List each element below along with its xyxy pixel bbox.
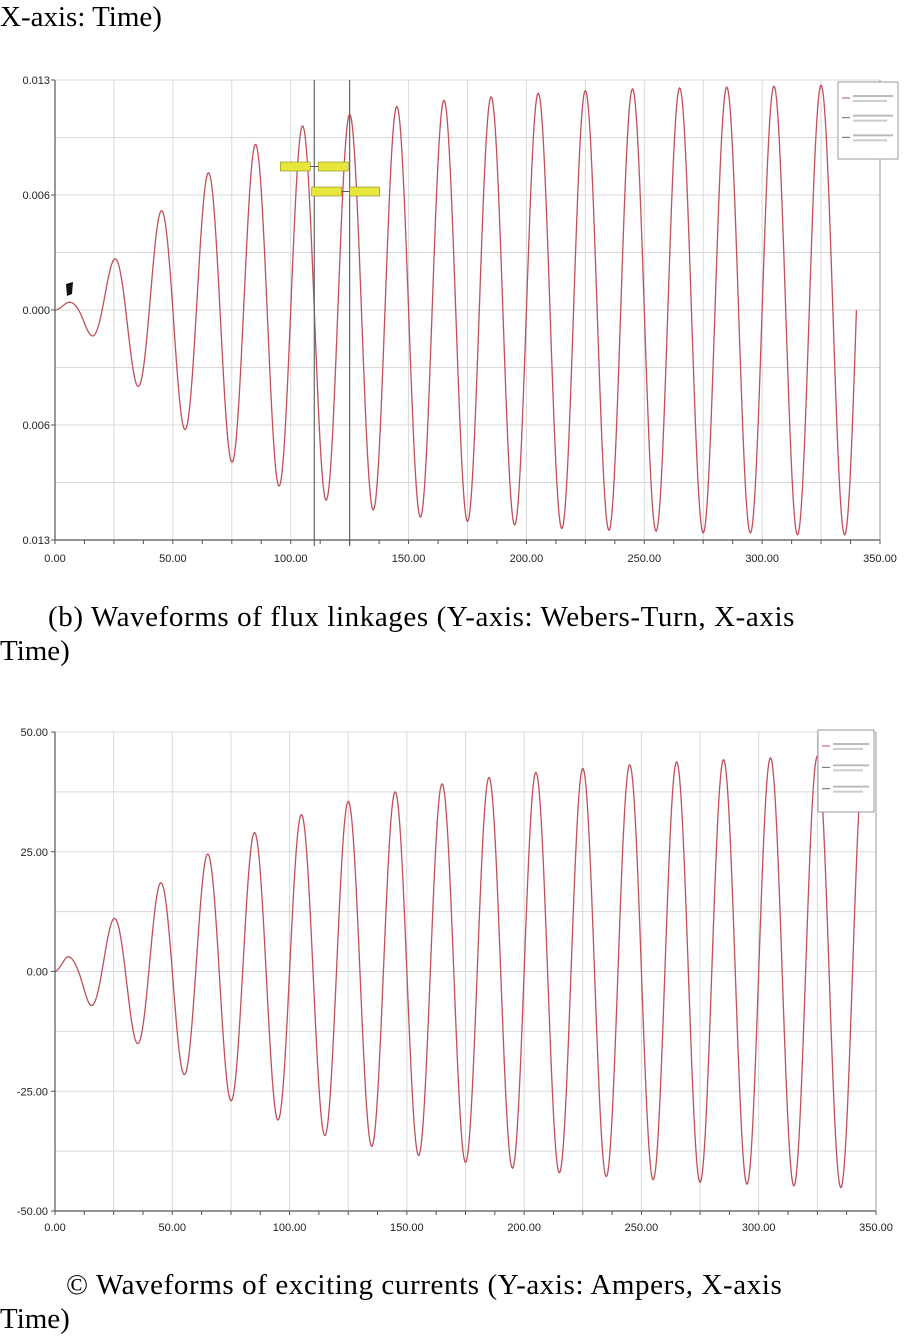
y-tick-label: 50.00 <box>20 727 48 739</box>
legend-text-placeholder <box>853 100 887 102</box>
legend-text-placeholder <box>853 134 893 137</box>
x-tick-label: 250.00 <box>625 1222 659 1234</box>
figure-c-caption-continued: Time) <box>0 1303 70 1335</box>
x-tick-label: 150.00 <box>392 553 426 565</box>
figure-c-caption: © Waveforms of exciting currents (Y-axis… <box>66 1269 783 1301</box>
cursor-value-tag <box>349 186 380 197</box>
x-tick-label: 350.00 <box>859 1222 893 1234</box>
figure-b-caption-continued: Time) <box>0 635 70 667</box>
axes <box>51 731 877 1215</box>
legend-text-placeholder <box>853 95 893 97</box>
legend-text-placeholder <box>833 748 863 750</box>
y-tick-label: 25.00 <box>20 847 48 859</box>
y-tick-label: 0.00 <box>27 967 48 979</box>
legend-text-placeholder <box>853 139 887 142</box>
x-tick-label: 100.00 <box>274 553 308 565</box>
start-marker <box>66 282 73 296</box>
y-tick-label: 0.006 <box>22 420 50 432</box>
legend-text-placeholder <box>833 785 869 788</box>
x-tick-label: 200.00 <box>507 1222 541 1234</box>
x-tick-label: 300.00 <box>742 1222 776 1234</box>
legend-text-placeholder <box>833 790 863 793</box>
y-tick-label: 0.006 <box>22 190 50 202</box>
legend-text-placeholder <box>853 119 887 122</box>
series-line-1 <box>54 754 865 1189</box>
series-group <box>54 84 858 536</box>
y-tick-label: 0.013 <box>22 535 50 547</box>
grid <box>54 731 877 1212</box>
caption-previous-fragment: X-axis: Time) <box>0 1 162 33</box>
x-tick-label: 350.00 <box>863 553 897 565</box>
x-tick-label: 100.00 <box>273 1222 307 1234</box>
tick-labels: 0.00 50.00 100.00 150.00 200.00 250.00 300.00 3… <box>22 75 896 565</box>
figure-b-caption: (b) Waveforms of flux linkages (Y-axis: … <box>48 601 796 633</box>
exciting-current-chart: 0.00 50.00 100.00 150.00 200.00 250.00 300.00 3… <box>17 727 893 1234</box>
legend[interactable] <box>817 729 875 813</box>
legend[interactable] <box>837 81 899 160</box>
x-tick-label: 50.00 <box>159 553 187 565</box>
plot-extras <box>66 161 380 296</box>
cursor-value-tag <box>317 161 349 172</box>
legend-text-placeholder <box>833 769 863 772</box>
x-tick-label: 50.00 <box>159 1222 187 1234</box>
cursor-value-tag <box>279 161 311 172</box>
x-tick-label: 150.00 <box>390 1222 424 1234</box>
x-tick-label: 250.00 <box>627 553 661 565</box>
x-tick-label: 300.00 <box>745 553 779 565</box>
x-tick-label: 200.00 <box>510 553 544 565</box>
y-tick-label: 0.013 <box>22 75 50 87</box>
y-tick-label: 0.000 <box>22 305 50 317</box>
x-tick-label: 0.00 <box>44 553 65 565</box>
y-tick-label: -50.00 <box>17 1206 48 1218</box>
flux-linkage-chart: 0.00 50.00 100.00 150.00 200.00 250.00 300.00 3… <box>22 75 899 565</box>
tick-labels: 0.00 50.00 100.00 150.00 200.00 250.00 300.00 3… <box>17 727 893 1234</box>
cursor-group <box>313 80 351 546</box>
cursor-value-tag <box>311 186 342 197</box>
x-tick-label: 0.00 <box>44 1222 65 1234</box>
legend-text-placeholder <box>833 764 869 767</box>
y-tick-label: -25.00 <box>17 1086 48 1098</box>
series-line-1 <box>54 84 858 536</box>
legend-text-placeholder <box>833 743 869 745</box>
series-group <box>54 754 865 1189</box>
legend-text-placeholder <box>853 114 893 117</box>
